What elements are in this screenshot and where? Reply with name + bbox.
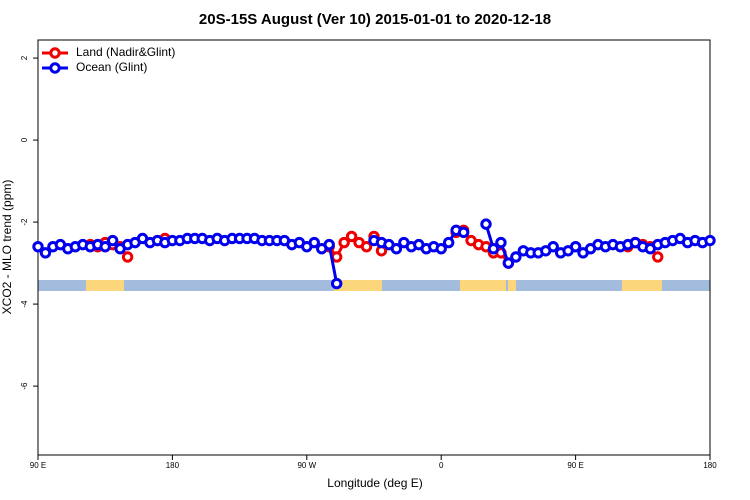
- legend-marker: [49, 47, 61, 59]
- legend-label: Land (Nadir&Glint): [76, 45, 175, 59]
- y-tick-label: 2: [20, 55, 29, 60]
- chart-title: 20S-15S August (Ver 10) 2015-01-01 to 20…: [199, 11, 551, 28]
- x-tick-label: 90 W: [297, 461, 316, 470]
- data-point: [652, 251, 664, 263]
- data-point: [360, 240, 373, 253]
- x-tick-label: 180: [166, 461, 180, 470]
- data-point: [32, 240, 44, 253]
- data-point: [547, 240, 559, 253]
- data-point: [487, 243, 500, 255]
- data-point: [106, 234, 119, 247]
- data-point: [330, 251, 343, 263]
- x-tick-label: 90 E: [567, 461, 583, 470]
- data-point: [435, 243, 447, 255]
- y-tick-label: -4: [20, 300, 29, 308]
- data-point: [510, 251, 522, 263]
- land-mask: [622, 280, 662, 291]
- y-tick-label: 0: [20, 137, 29, 142]
- legend-marker: [49, 62, 61, 74]
- surface-mask: [38, 280, 710, 291]
- y-tick-label: -2: [20, 218, 29, 226]
- data-point: [569, 240, 582, 253]
- data-point: [704, 234, 716, 247]
- legend-label: Ocean (Glint): [76, 60, 147, 74]
- x-tick-label: 90 E: [30, 461, 46, 470]
- data-point: [323, 238, 335, 251]
- data-point: [502, 257, 515, 269]
- data-point: [495, 236, 507, 249]
- land-mask: [334, 280, 382, 291]
- data-point: [308, 236, 320, 249]
- x-axis-label: Longitude (deg E): [327, 476, 422, 490]
- land-mask: [86, 280, 124, 291]
- data-point: [99, 240, 111, 253]
- data-point: [390, 243, 403, 255]
- data-point: [442, 236, 455, 249]
- land-mask: [460, 280, 506, 291]
- data-point: [345, 230, 358, 243]
- data-point: [39, 247, 52, 259]
- data-point: [457, 226, 470, 239]
- data-point: [121, 251, 134, 263]
- land-mask: [508, 280, 516, 291]
- data-point: [330, 277, 343, 290]
- y-axis-label: XCO2 - MLO trend (ppm): [0, 180, 14, 315]
- data-point: [338, 236, 350, 249]
- x-tick-label: 0: [439, 461, 444, 470]
- data-point: [480, 218, 492, 230]
- x-tick-label: 180: [703, 461, 717, 470]
- y-tick-label: -6: [20, 382, 29, 390]
